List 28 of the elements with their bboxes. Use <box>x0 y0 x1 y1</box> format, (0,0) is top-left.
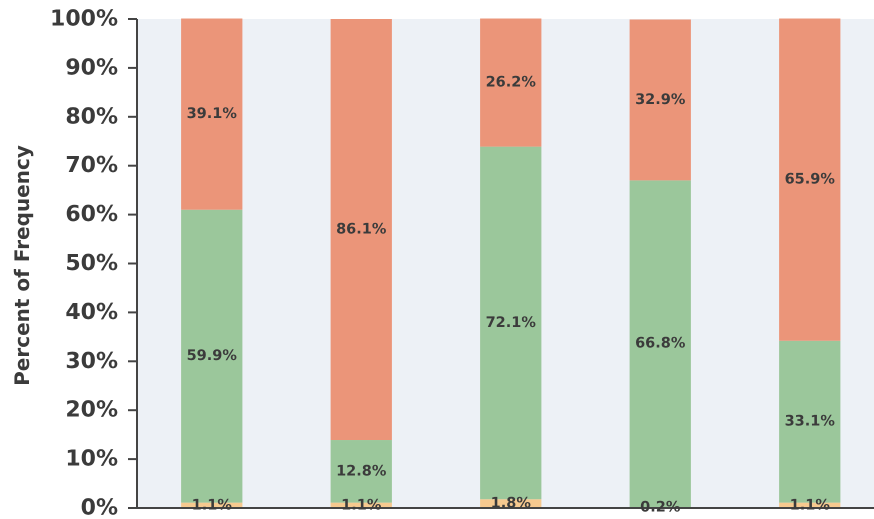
bar <box>330 19 392 440</box>
data-label: 32.9% <box>635 92 686 108</box>
bar <box>779 18 840 341</box>
y-tick-label: 30% <box>65 348 118 374</box>
data-label: 0.2% <box>640 500 681 516</box>
y-tick-label: 50% <box>65 251 118 276</box>
bar <box>630 19 691 180</box>
y-tick-label: 100% <box>50 6 118 32</box>
y-tick-label: 20% <box>65 398 118 423</box>
data-label: 72.1% <box>486 314 536 331</box>
data-label: 66.8% <box>635 336 686 352</box>
data-label: 59.9% <box>186 348 238 364</box>
data-label: 26.2% <box>486 74 536 91</box>
bar <box>181 18 242 210</box>
data-label: 65.9% <box>784 172 836 188</box>
y-tick-label: 70% <box>65 153 118 178</box>
data-label: 39.1% <box>186 106 238 122</box>
data-label: 12.8% <box>336 463 387 480</box>
data-label: 33.1% <box>784 414 836 430</box>
y-tick-label: 40% <box>65 300 118 325</box>
y-axis-title: Percent of Frequency <box>10 145 34 386</box>
y-tick-label: 60% <box>65 202 118 228</box>
y-tick-label: 10% <box>65 446 118 472</box>
y-tick-label: 80% <box>65 104 118 130</box>
y-tick-label: 0% <box>80 496 118 519</box>
bar <box>480 18 542 147</box>
data-label: 86.1% <box>336 222 387 238</box>
y-tick-label: 90% <box>65 55 118 80</box>
